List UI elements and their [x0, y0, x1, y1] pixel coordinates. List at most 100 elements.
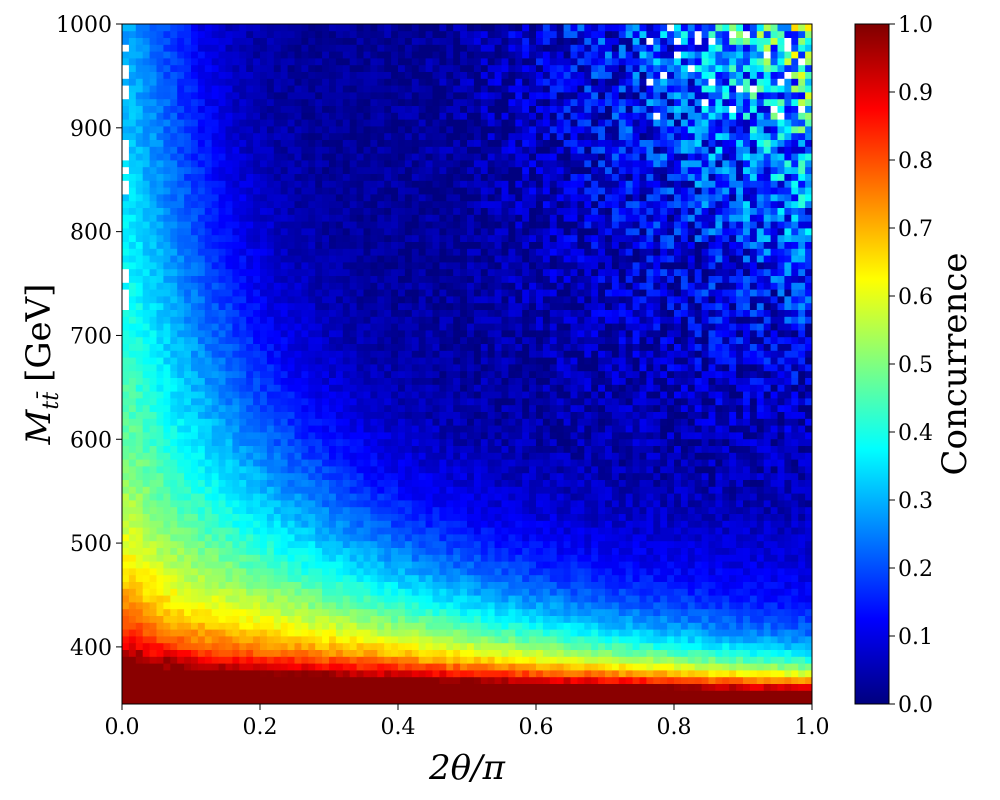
heatmap-cell [218, 445, 226, 453]
heatmap-cell [563, 432, 571, 440]
heatmap-cell [722, 377, 730, 385]
heatmap-cell [122, 425, 130, 433]
heatmap-cell [522, 649, 530, 657]
heatmap-cell [301, 506, 309, 514]
heatmap-cell [715, 561, 723, 569]
heatmap-cell [122, 506, 130, 514]
heatmap-cell [135, 554, 144, 562]
heatmap-cell [660, 581, 668, 589]
heatmap-cell [446, 581, 454, 589]
heatmap-cell [170, 608, 178, 616]
heatmap-cell [715, 574, 723, 582]
heatmap-cell [805, 676, 813, 684]
heatmap-cell [687, 534, 696, 542]
heatmap-cell [756, 377, 765, 385]
heatmap-cell [294, 520, 302, 528]
heatmap-cell [398, 561, 406, 569]
heatmap-cell [453, 459, 461, 467]
heatmap-cell [418, 670, 426, 678]
heatmap-cell [570, 520, 578, 528]
heatmap-cell [763, 384, 771, 392]
heatmap-cell [149, 432, 157, 440]
heatmap-cell [301, 438, 309, 446]
heatmap-cell [211, 411, 219, 419]
heatmap-cell [715, 459, 723, 467]
heatmap-cell [170, 622, 178, 630]
heatmap-cell [191, 486, 199, 494]
heatmap-cell [667, 629, 675, 637]
heatmap-cell [211, 527, 219, 535]
heatmap-cell [805, 683, 813, 691]
heatmap-cell [494, 452, 502, 460]
heatmap-cell [342, 391, 351, 399]
heatmap-cell [667, 676, 675, 684]
heatmap-cell [294, 568, 302, 576]
heatmap-cell [570, 561, 578, 569]
heatmap-cell [342, 595, 351, 603]
heatmap-cell [487, 581, 495, 589]
heatmap-cell [197, 404, 206, 412]
heatmap-cell [694, 642, 702, 650]
heatmap-cell [487, 574, 495, 582]
heatmap-cell [232, 547, 240, 555]
heatmap-cell [639, 370, 647, 378]
heatmap-cell [218, 500, 226, 508]
heatmap-cell [197, 432, 206, 440]
heatmap-cell [170, 500, 178, 508]
heatmap-cell [770, 425, 778, 433]
heatmap-cell [411, 697, 420, 705]
heatmap-cell [777, 561, 785, 569]
heatmap-cell [646, 479, 654, 487]
heatmap-cell [460, 561, 468, 569]
heatmap-cell [370, 663, 378, 671]
heatmap-cell [805, 527, 813, 535]
heatmap-cell [611, 629, 620, 637]
heatmap-cell [805, 398, 813, 406]
heatmap-cell [653, 676, 661, 684]
heatmap-cell [549, 581, 558, 589]
heatmap-cell [577, 370, 585, 378]
heatmap-cell [404, 486, 413, 494]
heatmap-cell [625, 377, 633, 385]
heatmap-cell [425, 588, 433, 596]
heatmap-cell [163, 500, 171, 508]
heatmap-cell [598, 683, 606, 691]
heatmap-cell [349, 656, 357, 664]
heatmap-cell [329, 690, 337, 698]
heatmap-cell [625, 404, 633, 412]
heatmap-cell [453, 438, 461, 446]
heatmap-cell [122, 445, 130, 453]
heatmap-cell [356, 676, 364, 684]
heatmap-cell [591, 398, 599, 406]
heatmap-cell [529, 370, 537, 378]
heatmap-cell [253, 581, 261, 589]
heatmap-cell [329, 513, 337, 521]
heatmap-cell [791, 547, 799, 555]
heatmap-cell [329, 506, 337, 514]
heatmap-cell [667, 520, 675, 528]
heatmap-cell [625, 683, 633, 691]
heatmap-cell [708, 595, 716, 603]
heatmap-cell [473, 364, 482, 372]
heatmap-cell [680, 425, 689, 433]
heatmap-cell [163, 384, 171, 392]
heatmap-cell [487, 472, 495, 480]
heatmap-cell [798, 466, 806, 474]
heatmap-cell [439, 520, 447, 528]
heatmap-cell [384, 479, 392, 487]
heatmap-cell [135, 636, 144, 644]
heatmap-cell [142, 534, 150, 542]
heatmap-cell [625, 595, 633, 603]
heatmap-cell [763, 540, 771, 548]
heatmap-cell [536, 670, 544, 678]
heatmap-cell [391, 615, 399, 623]
heatmap-cell [508, 500, 516, 508]
heatmap-cell [536, 588, 544, 596]
heatmap-cell [556, 561, 564, 569]
heatmap-cell [356, 554, 364, 562]
heatmap-cell [342, 540, 351, 548]
heatmap-cell [356, 377, 364, 385]
heatmap-cell [335, 568, 344, 576]
heatmap-cell [536, 432, 544, 440]
heatmap-cell [460, 452, 468, 460]
